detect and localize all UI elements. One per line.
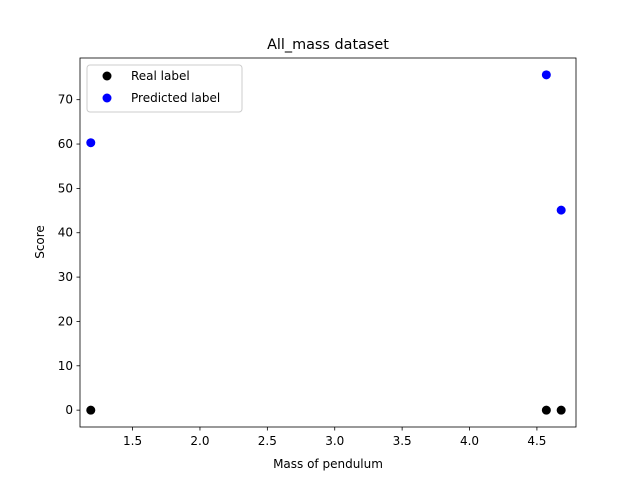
x-tick-label: 3.0	[325, 434, 344, 448]
legend-entry-predicted-label: Predicted label	[131, 91, 220, 105]
legend-marker-real-label	[102, 71, 112, 81]
plot-frame	[79, 57, 577, 428]
data-point-predicted-label	[556, 205, 566, 215]
y-axis-label: Score	[33, 225, 47, 259]
y-tick-label: 40	[58, 226, 73, 240]
x-axis-ticks: 1.5 2.0 2.5 3.0 3.5 4.0 4.5	[123, 427, 546, 448]
y-tick-label: 70	[58, 93, 73, 107]
y-tick-label: 50	[58, 181, 73, 195]
x-tick-label: 2.5	[258, 434, 277, 448]
data-point-real-label	[86, 405, 96, 415]
x-tick-label: 3.5	[393, 434, 412, 448]
x-tick-label: 2.0	[190, 434, 209, 448]
y-tick-label: 60	[58, 137, 73, 151]
y-tick-label: 0	[65, 403, 73, 417]
y-axis-ticks: 0 10 20 30 40 50 60 70	[58, 93, 80, 417]
legend: Real label Predicted label	[86, 64, 243, 113]
x-tick-label: 4.5	[527, 434, 546, 448]
chart-title: All_mass dataset	[267, 37, 389, 53]
data-point-predicted-label	[541, 70, 551, 80]
legend-box	[86, 64, 243, 113]
x-tick-label: 1.5	[123, 434, 142, 448]
x-axis-label: Mass of pendulum	[273, 457, 383, 471]
data-point-real-label	[541, 405, 551, 415]
y-tick-label: 10	[58, 359, 73, 373]
data-point-predicted-label	[86, 138, 96, 148]
data-points	[86, 70, 566, 415]
y-tick-label: 30	[58, 270, 73, 284]
legend-marker-predicted-label	[102, 93, 112, 103]
y-tick-label: 20	[58, 314, 73, 328]
legend-entry-real-label: Real label	[131, 69, 190, 83]
data-point-real-label	[556, 405, 566, 415]
x-tick-label: 4.0	[460, 434, 479, 448]
